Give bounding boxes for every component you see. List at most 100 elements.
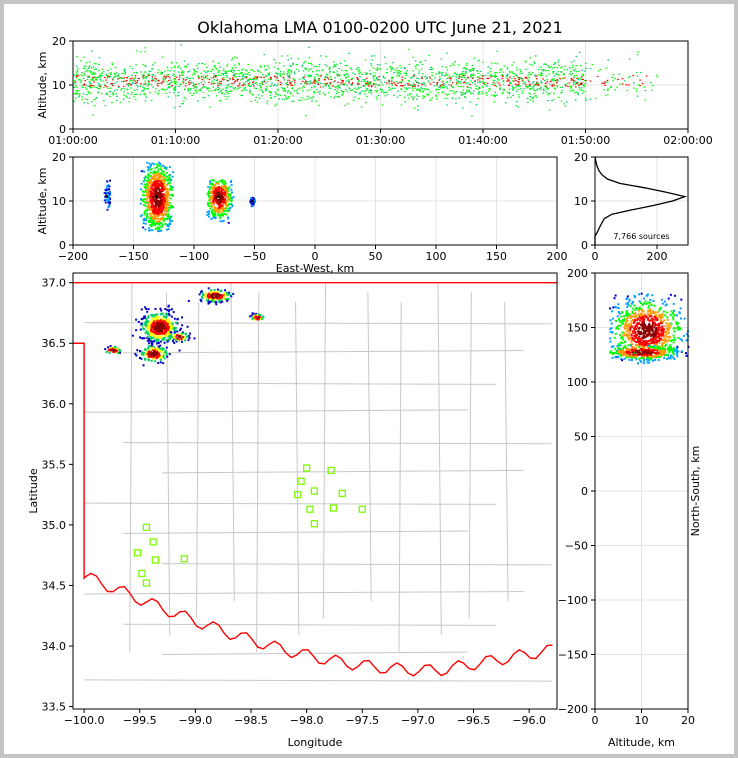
source-point — [160, 199, 163, 202]
source-point — [159, 206, 162, 209]
source-point — [369, 63, 372, 65]
source-point — [570, 74, 572, 76]
source-point — [148, 162, 151, 165]
source-point — [384, 77, 386, 79]
source-point — [292, 62, 294, 64]
time-height-panel: 01:00:00 01:10:00 01:20:00 01:30:00 01:40:00… — [36, 35, 713, 147]
source-point — [441, 72, 444, 74]
source-point — [614, 305, 617, 308]
source-point — [161, 204, 164, 207]
source-point — [163, 341, 166, 344]
source-point — [157, 168, 160, 171]
source-point — [210, 77, 213, 79]
source-point — [300, 99, 302, 101]
source-point — [645, 75, 648, 77]
source-point — [553, 71, 555, 73]
source-point — [287, 76, 289, 78]
source-point — [357, 86, 360, 88]
source-point — [163, 176, 166, 179]
source-point — [99, 74, 102, 76]
x-tick-label: 01:30:00 — [356, 134, 405, 147]
source-point — [197, 75, 200, 77]
source-point — [580, 65, 582, 67]
source-point — [93, 76, 95, 78]
source-point — [180, 44, 183, 46]
source-point — [262, 92, 264, 94]
source-point — [501, 78, 504, 80]
source-point — [248, 83, 250, 85]
source-point — [317, 91, 319, 93]
source-point — [222, 74, 225, 76]
source-point — [463, 76, 466, 79]
source-point — [215, 303, 218, 306]
source-point — [162, 320, 165, 323]
source-point — [166, 355, 169, 358]
source-point — [378, 84, 381, 86]
source-point — [165, 312, 167, 315]
source-point — [150, 317, 153, 320]
source-point — [400, 67, 402, 69]
source-point — [76, 56, 78, 58]
source-point — [226, 92, 229, 94]
source-point — [132, 68, 134, 70]
source-point — [106, 76, 109, 78]
source-point — [150, 342, 153, 345]
source-point — [373, 55, 376, 57]
source-point — [162, 332, 165, 334]
source-point — [149, 194, 152, 196]
source-point — [301, 80, 304, 82]
source-point — [144, 358, 147, 361]
source-point — [421, 63, 424, 65]
source-point — [263, 76, 265, 78]
source-point — [222, 200, 225, 203]
source-point — [180, 73, 183, 75]
source-point — [529, 85, 531, 87]
source-point — [177, 334, 180, 337]
source-point — [154, 174, 157, 176]
source-point — [145, 319, 148, 322]
source-point — [153, 314, 156, 317]
source-point — [253, 79, 255, 81]
source-point — [157, 339, 160, 342]
source-point — [411, 84, 414, 86]
source-point — [365, 73, 367, 76]
source-point — [320, 74, 323, 76]
source-point — [173, 92, 176, 94]
source-point — [487, 90, 490, 92]
source-point — [512, 76, 515, 78]
source-point — [372, 67, 374, 69]
source-point — [174, 326, 177, 329]
source-point — [201, 62, 203, 64]
source-point — [386, 68, 388, 70]
x-tick-label: −99.0 — [179, 714, 213, 727]
source-point — [215, 181, 218, 184]
source-point — [148, 338, 151, 340]
source-point — [144, 228, 147, 231]
source-point — [229, 78, 232, 80]
source-point — [557, 71, 559, 73]
source-point — [146, 326, 149, 329]
source-point — [169, 204, 172, 207]
source-point — [531, 98, 534, 100]
source-point — [217, 202, 219, 205]
source-point — [279, 74, 281, 76]
source-point — [214, 82, 216, 84]
source-point — [542, 92, 544, 94]
source-point — [225, 205, 228, 208]
source-point — [520, 78, 523, 80]
source-point — [297, 92, 299, 94]
source-point — [620, 315, 623, 318]
source-point — [212, 290, 215, 293]
source-point — [171, 323, 174, 326]
source-point — [333, 71, 335, 73]
source-point — [160, 208, 163, 211]
source-point — [249, 78, 251, 80]
source-point — [213, 296, 216, 299]
source-point — [499, 69, 501, 71]
source-point — [214, 90, 217, 92]
source-point — [106, 350, 108, 353]
source-point — [147, 205, 149, 208]
source-point — [143, 191, 145, 193]
source-point — [237, 78, 239, 81]
source-point — [536, 96, 538, 98]
